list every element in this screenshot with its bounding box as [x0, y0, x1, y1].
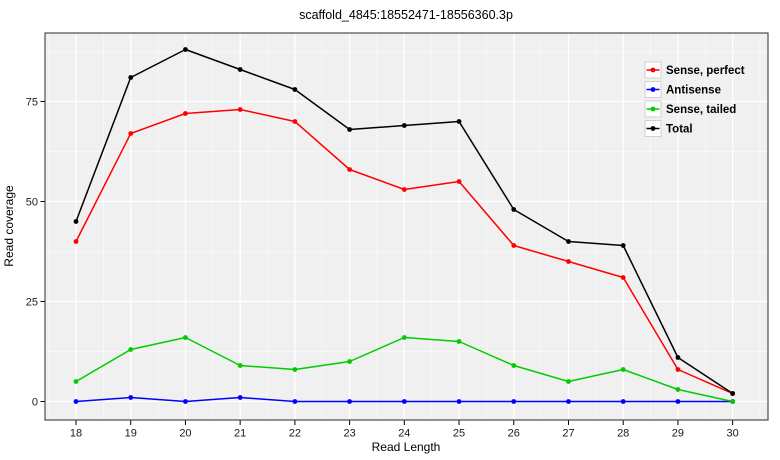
data-point-sense-tailed	[183, 335, 188, 340]
data-point-sense-tailed	[730, 399, 736, 404]
data-point-sense-perfect	[237, 107, 243, 112]
data-point-antisense	[511, 399, 517, 404]
legend-key-point-antisense	[650, 87, 656, 92]
data-point-sense-perfect	[128, 131, 134, 136]
legend-key-point-sense-tailed	[650, 106, 656, 112]
legend-label-antisense: Antisense	[666, 85, 721, 97]
y-tick-label: 0	[32, 396, 38, 408]
data-point-sense-perfect	[511, 243, 517, 248]
legend-label-sense-tailed: Sense, tailed	[666, 104, 736, 116]
data-point-antisense	[237, 395, 243, 400]
x-tick-label: 20	[179, 428, 191, 440]
y-tick-label: 75	[26, 96, 38, 108]
data-point-sense-tailed	[675, 387, 681, 392]
data-point-total	[183, 47, 188, 52]
x-tick-label: 23	[343, 428, 355, 440]
data-point-sense-perfect	[401, 187, 407, 192]
data-point-sense-tailed	[128, 347, 134, 352]
data-point-sense-perfect	[566, 259, 571, 264]
data-point-sense-perfect	[347, 167, 352, 172]
data-point-sense-tailed	[237, 363, 243, 368]
y-tick-label: 50	[26, 196, 38, 208]
y-tick-label: 25	[26, 296, 38, 308]
x-tick-label: 29	[672, 428, 684, 440]
data-point-total	[401, 123, 407, 128]
data-point-sense-tailed	[292, 367, 298, 372]
data-point-antisense	[347, 399, 352, 404]
x-tick-label: 25	[453, 428, 465, 440]
y-axis-title: Read coverage	[2, 185, 16, 267]
data-point-sense-tailed	[73, 379, 79, 384]
legend-label-total: Total	[666, 124, 693, 136]
data-point-total	[620, 243, 626, 248]
data-point-sense-tailed	[401, 335, 407, 340]
data-point-total	[128, 75, 134, 80]
data-point-sense-perfect	[456, 179, 462, 184]
x-tick-label: 22	[289, 428, 301, 440]
x-tick-label: 18	[70, 428, 82, 440]
data-point-total	[73, 219, 79, 224]
data-point-sense-perfect	[675, 367, 681, 372]
data-point-sense-perfect	[183, 111, 188, 116]
x-tick-label: 30	[727, 428, 739, 440]
x-tick-label: 28	[617, 428, 629, 440]
data-point-antisense	[73, 399, 79, 404]
x-tick-label: 24	[398, 428, 410, 440]
data-point-total	[730, 391, 736, 396]
data-point-total	[511, 207, 517, 212]
data-point-total	[237, 67, 243, 72]
data-point-total	[456, 119, 462, 124]
data-point-antisense	[401, 399, 407, 404]
legend-key-point-sense-perfect	[650, 67, 656, 73]
data-point-sense-tailed	[456, 339, 462, 344]
x-tick-label: 26	[508, 428, 520, 440]
data-point-sense-perfect	[73, 239, 79, 244]
data-point-sense-tailed	[566, 379, 571, 384]
chart-generated-layer: 18 19 20 21 22 23 24 25 26 27 28 29 30 0 25 50 75 Sense, …	[26, 32, 769, 440]
data-point-sense-perfect	[620, 275, 626, 280]
chart-title: scaffold_4845:18552471-18556360.3p	[299, 8, 513, 22]
data-point-antisense	[675, 399, 681, 404]
data-point-sense-tailed	[620, 367, 626, 372]
data-point-total	[292, 87, 298, 92]
data-point-sense-tailed	[347, 359, 352, 364]
legend-label-sense-perfect: Sense, perfect	[666, 65, 745, 77]
data-point-antisense	[566, 399, 571, 404]
data-point-total	[347, 127, 352, 132]
panel-border	[44, 32, 769, 421]
data-point-sense-tailed	[511, 363, 517, 368]
x-tick-label: 27	[562, 428, 574, 440]
data-point-antisense	[128, 395, 134, 400]
legend-key-point-total	[650, 126, 656, 131]
data-point-antisense	[292, 399, 298, 404]
data-point-antisense	[183, 399, 188, 404]
data-point-antisense	[620, 399, 626, 404]
data-point-antisense	[456, 399, 462, 404]
x-tick-label: 19	[125, 428, 137, 440]
data-point-total	[675, 355, 681, 360]
x-axis-title: Read Length	[372, 440, 441, 454]
data-point-sense-perfect	[292, 119, 298, 124]
x-tick-label: 21	[234, 428, 246, 440]
data-point-total	[566, 239, 571, 244]
